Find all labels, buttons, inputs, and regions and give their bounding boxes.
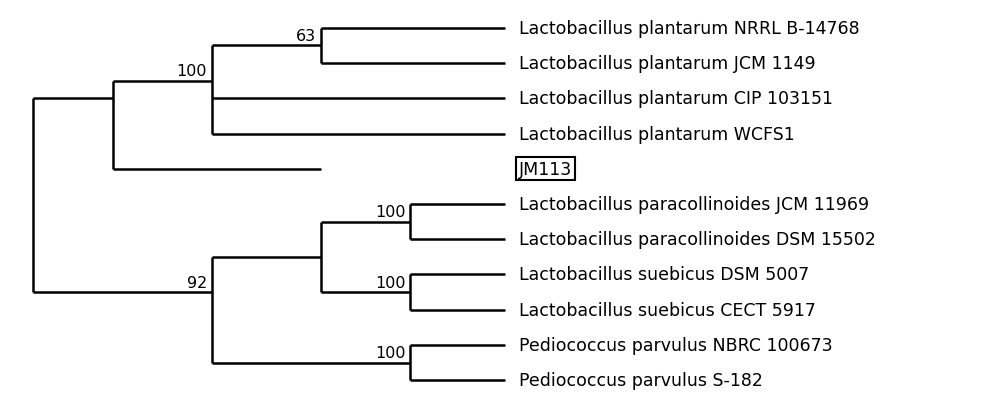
Text: Lactobacillus plantarum CIP 103151: Lactobacillus plantarum CIP 103151: [519, 90, 833, 108]
Text: Lactobacillus paracollinoides JCM 11969: Lactobacillus paracollinoides JCM 11969: [519, 196, 869, 213]
Text: Pediococcus parvulus NBRC 100673: Pediococcus parvulus NBRC 100673: [519, 336, 833, 354]
Text: Pediococcus parvulus S-182: Pediococcus parvulus S-182: [519, 371, 763, 389]
Text: 100: 100: [375, 275, 406, 290]
Text: Lactobacillus plantarum JCM 1149: Lactobacillus plantarum JCM 1149: [519, 55, 816, 73]
Text: 100: 100: [375, 205, 406, 220]
Text: 63: 63: [296, 29, 316, 44]
Text: Lactobacillus paracollinoides DSM 15502: Lactobacillus paracollinoides DSM 15502: [519, 231, 876, 249]
Text: Lactobacillus suebicus DSM 5007: Lactobacillus suebicus DSM 5007: [519, 266, 809, 284]
Text: JM113: JM113: [519, 160, 572, 178]
Text: Lactobacillus plantarum NRRL B-14768: Lactobacillus plantarum NRRL B-14768: [519, 20, 860, 38]
Text: 100: 100: [375, 345, 406, 360]
Text: Lactobacillus plantarum WCFS1: Lactobacillus plantarum WCFS1: [519, 125, 795, 143]
Text: 92: 92: [187, 275, 207, 290]
Text: Lactobacillus suebicus CECT 5917: Lactobacillus suebicus CECT 5917: [519, 301, 816, 319]
Text: 100: 100: [177, 64, 207, 79]
